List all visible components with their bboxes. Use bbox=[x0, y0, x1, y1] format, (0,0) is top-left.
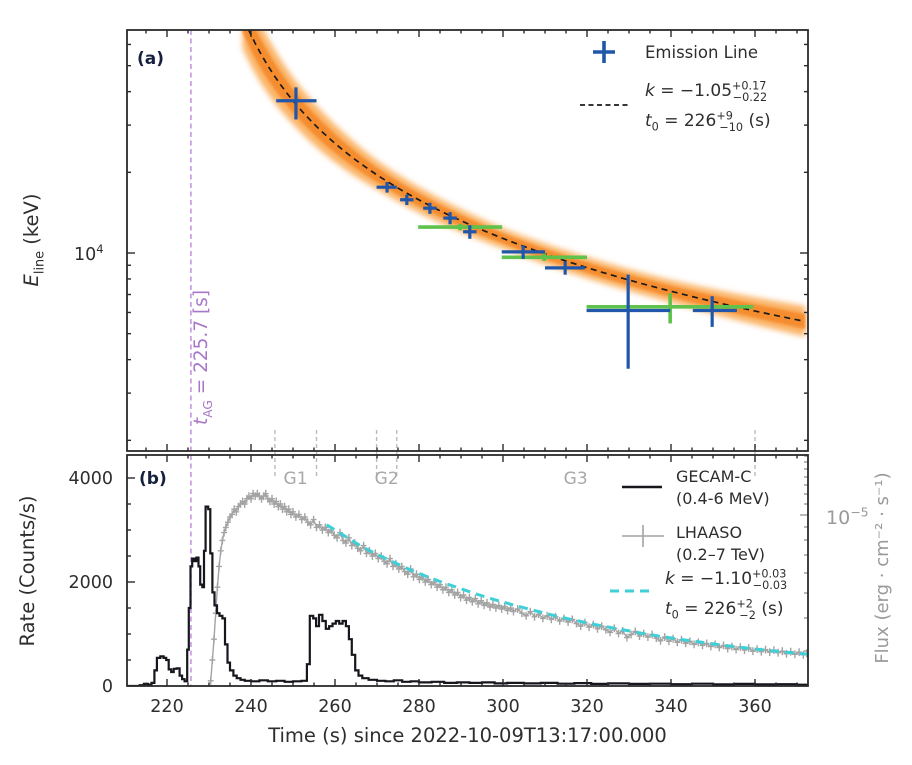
g-marker-label-g3: G3 bbox=[564, 469, 588, 489]
flux-tick-10e-5: 10−5 bbox=[826, 504, 869, 529]
panel-b-y-title: Rate (Counts/s) bbox=[16, 496, 39, 647]
x-tick-label: 240 bbox=[234, 697, 267, 717]
panel-b: G1 G2 G3 GECAM-C (0.4-6 MeV) LHAASO (0.2–7 TeV… bbox=[127, 430, 808, 686]
legend-lhaaso-range: (0.2–7 TeV) bbox=[676, 545, 765, 564]
x-tick-label: 260 bbox=[318, 697, 351, 717]
x-tick-label: 340 bbox=[654, 697, 687, 717]
g-interval-markers: G1 G2 G3 bbox=[274, 430, 756, 489]
legend-b-t0-value: t0 = 226+2 −2 (s) bbox=[665, 598, 783, 623]
panel-a: tAG = 225.7 [s] Emission Line k = −1.05+0.… bbox=[137, 30, 806, 451]
g-marker-label-g1: G1 bbox=[284, 469, 308, 489]
x-tick-label: 320 bbox=[570, 697, 603, 717]
panel-b-ytick-0: 0 bbox=[102, 677, 113, 697]
g-marker-label-g2: G2 bbox=[375, 469, 399, 489]
power-law-fit-line bbox=[247, 30, 804, 322]
axes bbox=[126, 29, 809, 687]
green-interval-points bbox=[418, 223, 754, 324]
panel-a-spines bbox=[126, 29, 809, 452]
legend-t0-value: t0 = 226+9 −10 (s) bbox=[645, 110, 771, 135]
legend-gecam-label: GECAM-C bbox=[676, 467, 751, 486]
x-tick-label: 360 bbox=[738, 697, 771, 717]
emission-line-points bbox=[276, 87, 737, 369]
panel-a-y-title: Eline (keV) bbox=[20, 194, 47, 287]
x-tick-label: 300 bbox=[486, 697, 519, 717]
x-tick-label: 280 bbox=[402, 697, 435, 717]
flux-axis-title: Flux (erg · cm⁻² · s⁻¹) bbox=[872, 472, 893, 663]
panel-b-ytick-4000: 4000 bbox=[68, 469, 113, 489]
panel-b-ytick-2000: 2000 bbox=[68, 573, 113, 593]
legend-k-value: k = −1.05+0.17 −0.22 bbox=[645, 80, 767, 105]
legend-panel-b: GECAM-C (0.4-6 MeV) LHAASO (0.2–7 TeV) k = −… bbox=[610, 467, 787, 622]
t-ag-label: tAG = 225.7 [s] bbox=[191, 290, 215, 425]
legend-gecam-range: (0.4-6 MeV) bbox=[676, 489, 770, 508]
legend-panel-a: Emission Line k = −1.05+0.17 −0.22 t0 = 226… bbox=[580, 41, 771, 134]
x-axis-title: Time (s) since 2022-10-09T13:17:00.000 bbox=[267, 724, 667, 747]
gecam-histogram bbox=[127, 505, 808, 686]
panel-a-ytick-10e4: 104 bbox=[74, 242, 104, 265]
panel-a-tag: (a) bbox=[137, 49, 164, 69]
lhaaso-fit-line bbox=[325, 523, 808, 656]
panel-b-spines bbox=[126, 454, 809, 687]
legend-b-k-value: k = −1.10+0.03 −0.03 bbox=[665, 568, 787, 593]
legend-emission-line-label: Emission Line bbox=[645, 43, 758, 62]
axis-labels: 220 240 260 280 300 320 340 360 Time (s) since 2… bbox=[16, 194, 893, 747]
legend-lhaaso-label: LHAASO bbox=[676, 523, 742, 542]
panel-b-tag: (b) bbox=[139, 469, 167, 489]
x-tick-label: 220 bbox=[150, 697, 183, 717]
